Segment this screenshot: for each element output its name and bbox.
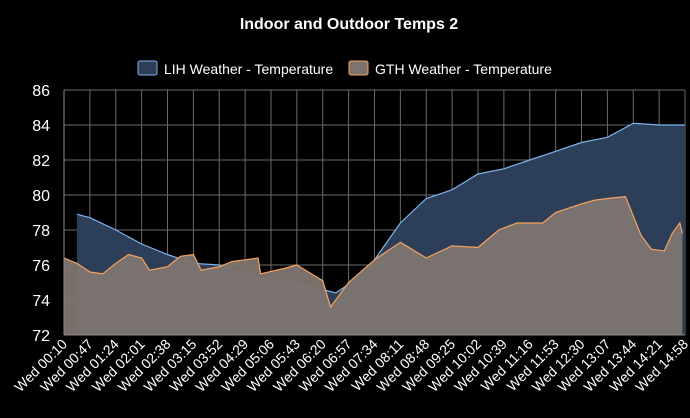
y-tick-label-7: 86 <box>32 83 50 100</box>
legend: LIH Weather - Temperature GTH Weather - … <box>137 60 552 77</box>
series-line-gth <box>63 196 683 309</box>
legend-swatch-gth <box>348 60 369 76</box>
y-tick-label-3: 78 <box>32 223 50 240</box>
y-tick-label-6: 84 <box>32 118 50 135</box>
y-tick-label-2: 76 <box>32 258 50 275</box>
y-axis-ticks: 72 74 76 78 80 82 84 86 <box>32 83 50 345</box>
y-tick-label-0: 72 <box>32 328 50 345</box>
chart-title: Indoor and Outdoor Temps 2 <box>240 16 458 33</box>
y-tick-label-4: 80 <box>32 188 50 205</box>
series-areas <box>63 122 685 335</box>
legend-swatch-lih <box>137 60 158 76</box>
y-tick-label-5: 82 <box>32 153 50 170</box>
legend-item-lih[interactable]: LIH Weather - Temperature <box>137 60 333 77</box>
legend-item-gth[interactable]: GTH Weather - Temperature <box>348 60 552 77</box>
axes <box>63 90 685 336</box>
legend-label-lih: LIH Weather - Temperature <box>164 61 333 77</box>
legend-label-gth: GTH Weather - Temperature <box>375 61 552 77</box>
series-area-gth <box>64 196 683 335</box>
y-tick-label-1: 74 <box>32 293 50 310</box>
